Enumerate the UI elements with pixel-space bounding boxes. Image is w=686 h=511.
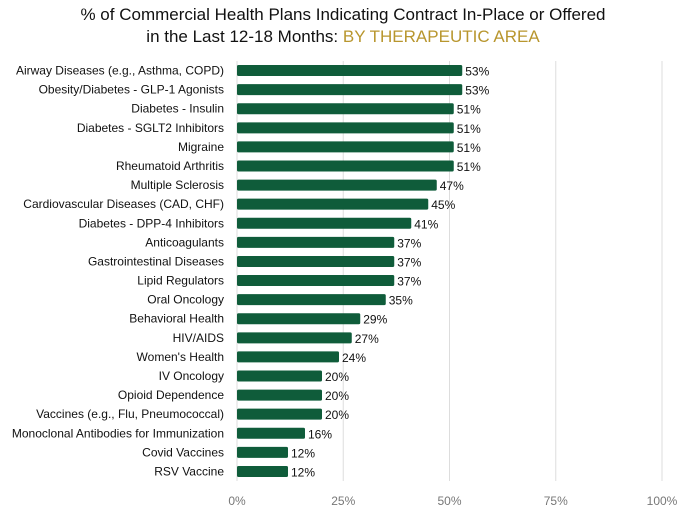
- bar: [237, 351, 339, 363]
- value-label: 47%: [440, 179, 464, 193]
- category-label: Diabetes - DPP-4 Inhibitors: [79, 216, 224, 230]
- category-label: Cardiovascular Diseases (CAD, CHF): [23, 197, 224, 211]
- bar: [237, 198, 429, 210]
- bar: [237, 465, 288, 477]
- bar: [237, 389, 322, 401]
- bar: [237, 160, 454, 172]
- category-label: Anticoagulants: [145, 235, 224, 249]
- category-label: Diabetes - Insulin: [131, 102, 224, 116]
- value-label: 41%: [414, 217, 438, 231]
- value-label: 53%: [465, 84, 489, 98]
- category-label: Lipid Regulators: [137, 274, 224, 288]
- chart-title: % of Commercial Health Plans Indicating …: [0, 4, 686, 48]
- value-label: 16%: [308, 427, 332, 441]
- bar: [237, 122, 454, 134]
- chart-title-line2: in the Last 12-18 Months: BY THERAPEUTIC…: [0, 26, 686, 48]
- value-label: 37%: [397, 275, 421, 289]
- bar: [237, 313, 361, 325]
- value-label: 24%: [342, 351, 366, 365]
- value-label: 51%: [457, 122, 481, 136]
- value-label: 45%: [431, 198, 455, 212]
- bar: [237, 408, 322, 420]
- value-label: 20%: [325, 408, 349, 422]
- value-label: 37%: [397, 255, 421, 269]
- category-label: Behavioral Health: [129, 312, 224, 326]
- value-label: 51%: [457, 103, 481, 117]
- category-label: IV Oncology: [159, 369, 224, 383]
- category-label: Vaccines (e.g., Flu, Pneumococcal): [36, 407, 224, 421]
- category-label: RSV Vaccine: [154, 464, 224, 478]
- value-label: 37%: [397, 236, 421, 250]
- bar: [237, 446, 288, 458]
- chart-title-line1: % of Commercial Health Plans Indicating …: [80, 5, 606, 24]
- bar: [237, 141, 454, 153]
- category-label: Rheumatoid Arthritis: [116, 159, 224, 173]
- bar: [237, 370, 322, 382]
- value-label: 27%: [355, 332, 379, 346]
- category-label: Monoclonal Antibodies for Immunization: [12, 426, 224, 440]
- bar: [237, 103, 454, 115]
- category-label: Gastrointestinal Diseases: [88, 254, 224, 268]
- value-label: 20%: [325, 389, 349, 403]
- x-tick-label: 100%: [647, 494, 678, 508]
- x-tick-label: 75%: [544, 494, 568, 508]
- category-label: Covid Vaccines: [142, 445, 224, 459]
- x-tick-label: 25%: [331, 494, 355, 508]
- x-tick-label: 0%: [228, 494, 246, 508]
- category-label: Migraine: [178, 140, 224, 154]
- value-label: 51%: [457, 141, 481, 155]
- bar: [237, 236, 395, 248]
- x-tick-label: 50%: [437, 494, 461, 508]
- category-label: Airway Diseases (e.g., Asthma, COPD): [16, 64, 224, 78]
- bar: [237, 332, 352, 344]
- chart-subtitle: BY THERAPEUTIC AREA: [342, 27, 540, 46]
- bar: [237, 179, 437, 191]
- bar: [237, 255, 395, 267]
- value-label: 35%: [389, 294, 413, 308]
- category-label: Women's Health: [137, 350, 224, 364]
- category-label: Opioid Dependence: [118, 388, 224, 402]
- value-label: 20%: [325, 370, 349, 384]
- bar: [237, 427, 305, 439]
- value-label: 51%: [457, 160, 481, 174]
- bar: [237, 65, 463, 77]
- category-label: HIV/AIDS: [173, 331, 224, 345]
- value-label: 12%: [291, 446, 315, 460]
- value-label: 29%: [363, 313, 387, 327]
- value-label: 12%: [291, 465, 315, 479]
- bar: [237, 217, 412, 229]
- bar: [237, 275, 395, 287]
- category-label: Oral Oncology: [147, 293, 224, 307]
- category-label: Diabetes - SGLT2 Inhibitors: [77, 121, 224, 135]
- bar: [237, 294, 386, 306]
- category-label: Multiple Sclerosis: [131, 178, 224, 192]
- bar: [237, 84, 463, 96]
- category-label: Obesity/Diabetes - GLP-1 Agonists: [39, 83, 224, 97]
- chart-title-line2-text: in the Last 12-18 Months:: [146, 27, 343, 46]
- value-label: 53%: [465, 65, 489, 79]
